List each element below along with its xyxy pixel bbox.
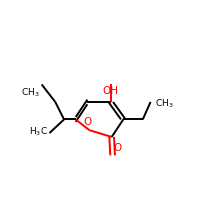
Text: CH$_3$: CH$_3$ [21,86,40,99]
Text: H$_3$C: H$_3$C [29,126,48,138]
Text: OH: OH [103,86,119,96]
Text: O: O [114,143,122,153]
Text: O: O [83,117,91,127]
Text: CH$_3$: CH$_3$ [155,98,174,110]
